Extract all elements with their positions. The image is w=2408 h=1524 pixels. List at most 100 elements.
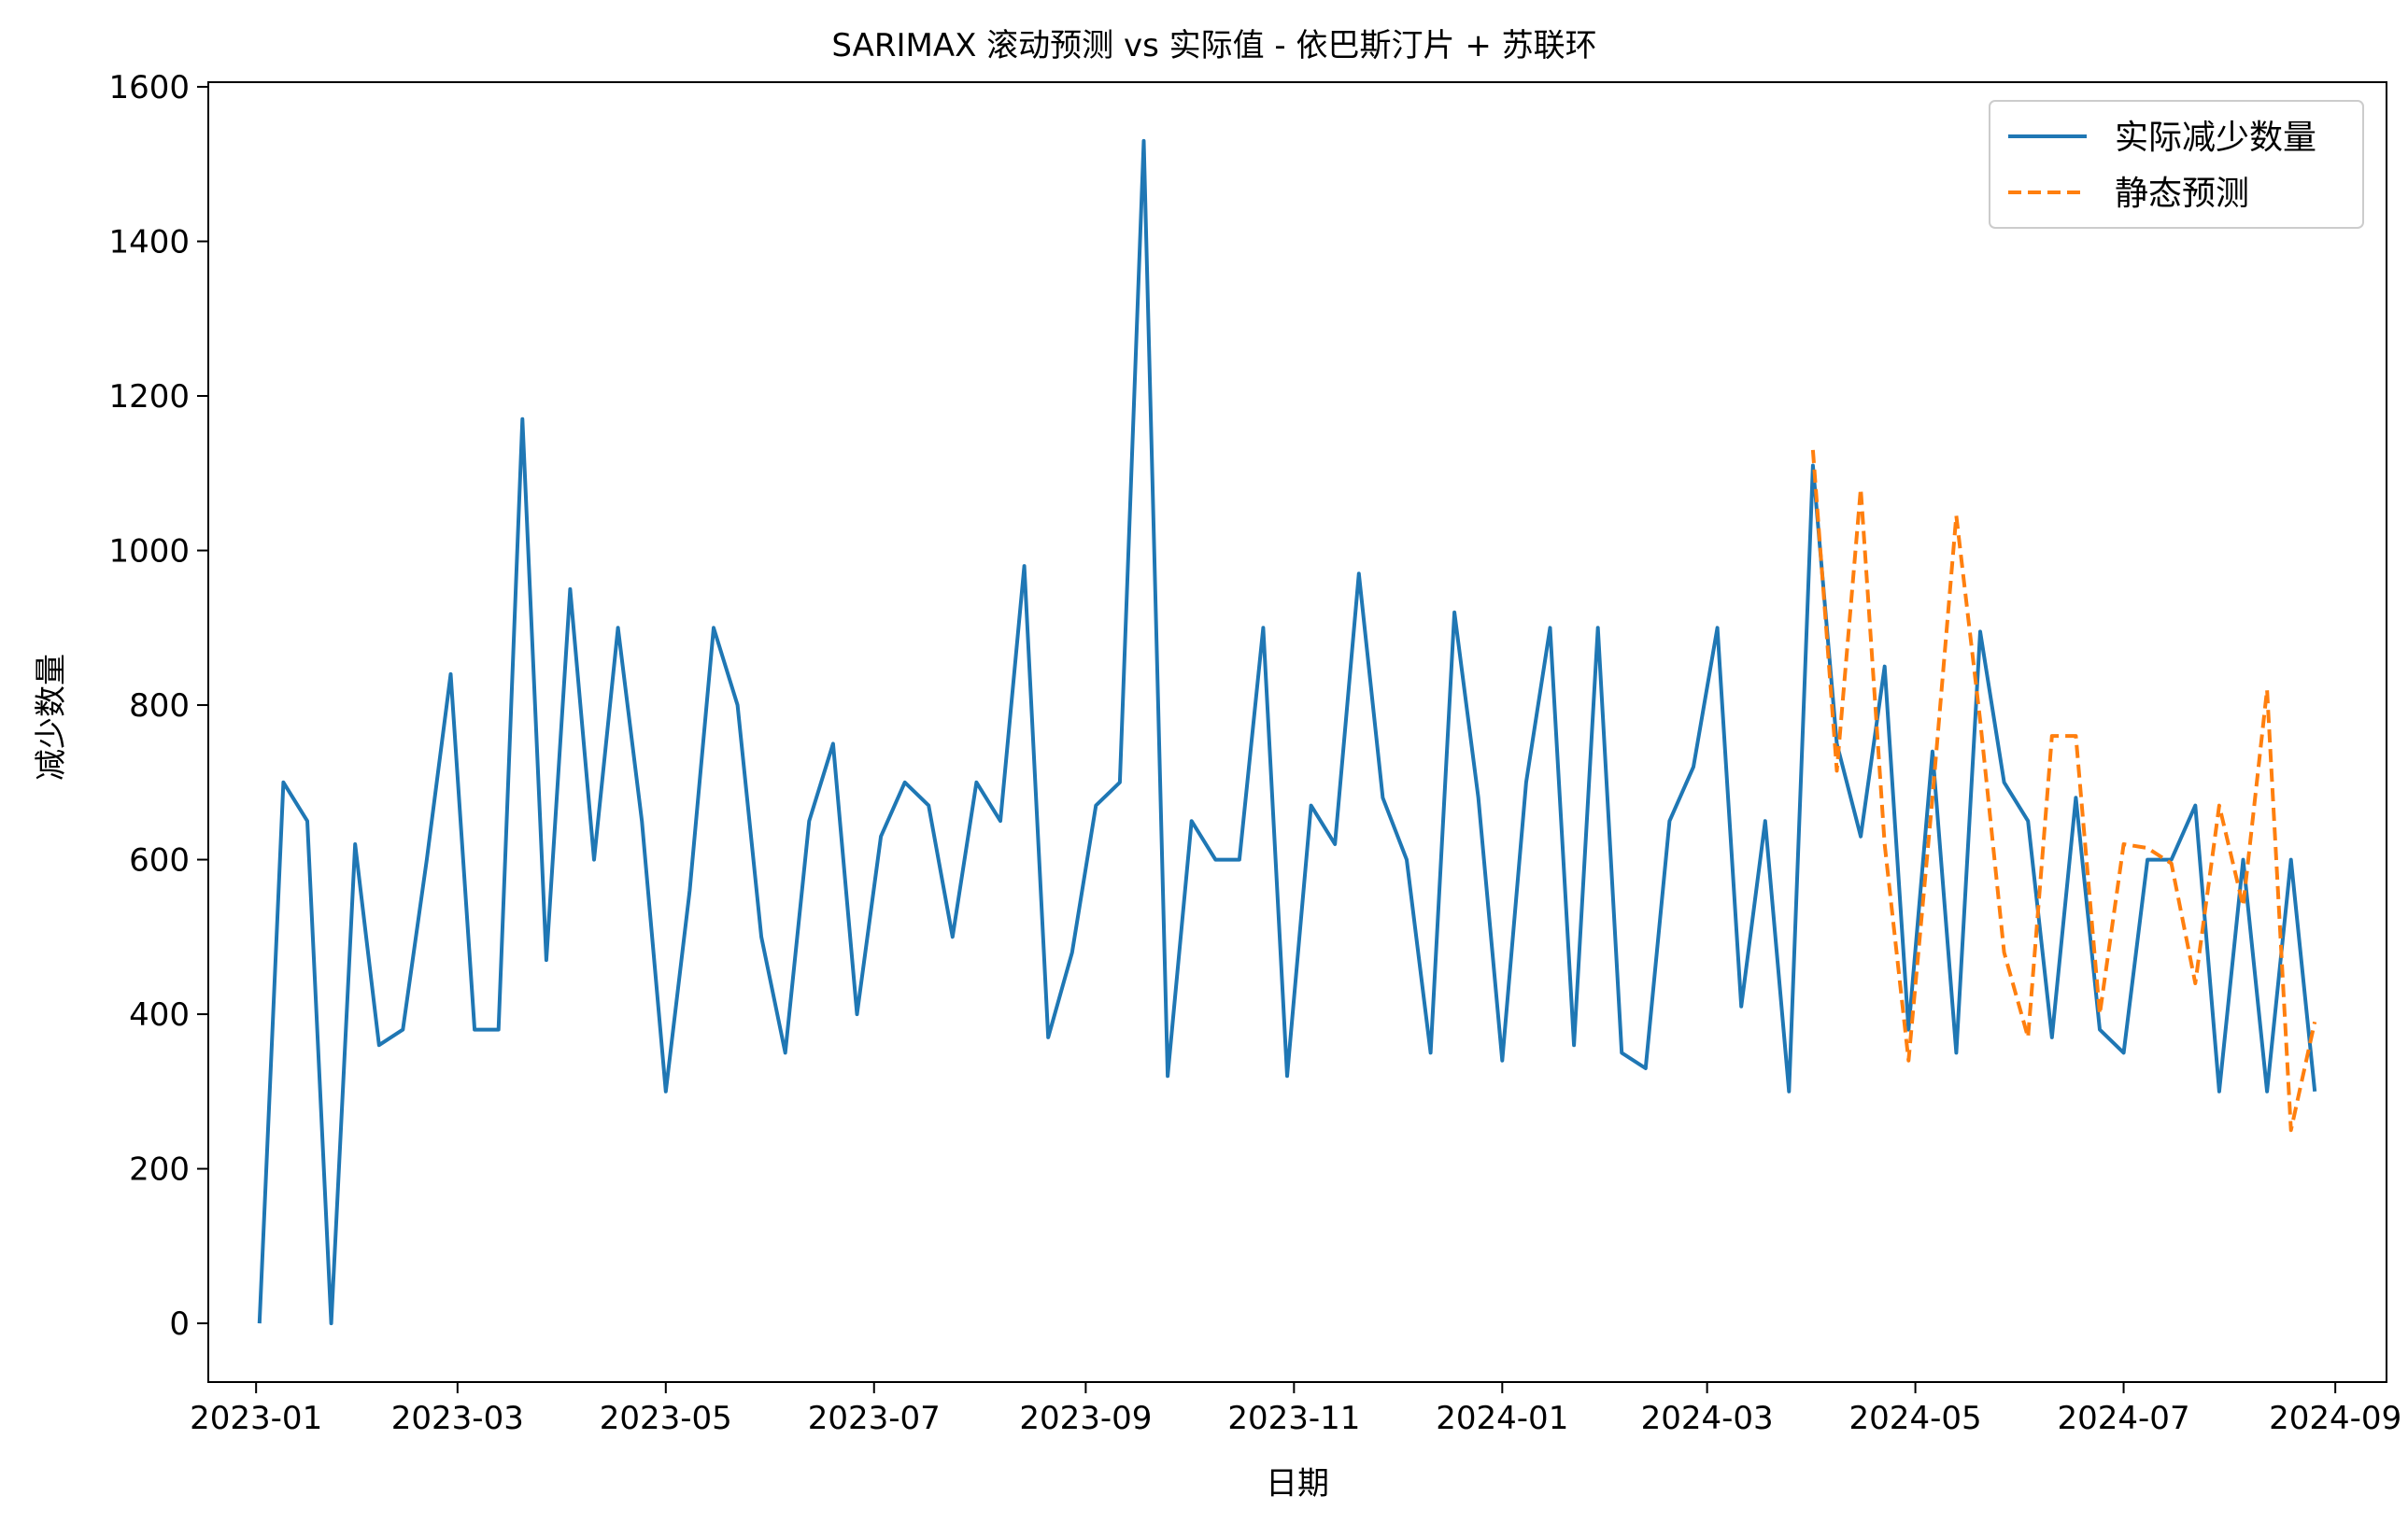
actual-point [1956,1052,1957,1053]
x-tick-label: 2023-03 [391,1400,524,1437]
actual-point [2267,1091,2268,1092]
actual-point [2028,821,2029,822]
actual-point [1502,1060,1503,1061]
y-tick-label: 0 [169,1305,190,1343]
forecast-point [1980,720,1981,721]
actual-point [1908,1029,1909,1030]
forecast-point [1812,449,1813,450]
y-tick-label: 800 [129,687,190,725]
y-tick-label: 1200 [108,378,190,416]
actual-point [1932,751,1933,752]
legend-box [1989,100,2364,229]
forecast-point [1836,770,1837,771]
forecast-point [2315,1022,2316,1023]
actual-point [1645,1068,1646,1069]
actual-point [665,1091,666,1092]
actual-point [283,782,284,783]
actual-point [2243,859,2244,860]
actual-point [378,1045,379,1046]
x-tick-label: 2024-09 [2269,1400,2401,1437]
forecast-point [1861,488,1862,489]
actual-point [2099,1029,2100,1030]
y-tick-label: 1000 [108,533,190,571]
actual-point [1406,859,1407,860]
actual-point [1741,1006,1742,1007]
actual-point [1287,1076,1288,1077]
actual-point [952,937,953,938]
actual-point [2147,859,2148,860]
actual-point [331,1323,332,1324]
x-axis: 2023-01 2023-03 2023-05 2023-07 2023-09 2023-… [190,1382,2401,1437]
actual-point [545,960,546,961]
actual-point [1478,797,1479,798]
series-layer [257,138,2317,1326]
forecast-point [2075,736,2076,737]
actual-point [1335,844,1336,845]
forecast-point [2147,848,2148,849]
actual-point [426,859,427,860]
x-tick-label: 2023-01 [190,1400,322,1437]
x-tick-label: 2023-07 [808,1400,941,1437]
x-tick-label: 2024-01 [1436,1400,1568,1437]
actual-point [689,890,690,891]
actual-point [2195,805,2196,806]
forecast-point [2267,689,2268,690]
forecast-point [1932,797,1933,798]
actual-point [1024,566,1025,567]
actual-point [1789,1091,1790,1092]
actual-point [1812,465,1813,466]
actual-point [881,836,882,837]
x-tick-label: 2023-11 [1227,1400,1360,1437]
actual-point [355,844,356,845]
actual-point [1980,631,1981,632]
actual-point [2315,1091,2316,1092]
x-tick-label: 2023-09 [1019,1400,1152,1437]
actual-point [2218,1091,2219,1092]
y-axis: 0 200 400 600 800 1000 1200 1400 1600 [108,69,208,1343]
actual-point [570,588,571,589]
forecast-point [2243,906,2244,907]
plot-frame [207,81,2387,1383]
actual-point [1764,821,1765,822]
actual-point [1191,821,1192,822]
series-line-actual [257,138,2317,1326]
actual-point [1884,666,1885,667]
actual-point [2290,859,2291,860]
forecast-point [2123,844,2124,845]
series-line-forecast [1810,449,2317,1133]
actual-point [1310,805,1311,806]
forecast-point [1956,515,1957,516]
y-tick-label: 200 [129,1151,190,1189]
forecast-point [2218,805,2219,806]
actual-point [1574,1045,1575,1046]
y-axis-title: 减少数量 [33,654,70,781]
actual-point [307,821,308,822]
x-axis-title: 日期 [1266,1465,1329,1503]
actual-point [1525,782,1526,783]
forecast-point [2171,863,2172,864]
actual-point [1454,612,1455,613]
actual-point [1430,1052,1431,1053]
actual-point [450,673,451,674]
forecast-point [2290,1130,2291,1131]
forecast-point [2195,982,2196,983]
y-tick-label: 1400 [108,223,190,261]
x-tick-label: 2024-07 [2058,1400,2190,1437]
actual-point [1358,573,1359,574]
forecast-point [2051,736,2052,737]
actual-point [1669,821,1670,822]
actual-point [1000,821,1001,822]
actual-point [832,743,833,744]
forecast-point [1908,1060,1909,1061]
actual-point [642,821,643,822]
actual-point [976,782,977,783]
actual-point [1861,836,1862,837]
actual-point [2123,1052,2124,1053]
actual-point [403,1029,404,1030]
actual-point [1382,797,1383,798]
forecast-point [1884,844,1885,845]
actual-point [761,937,762,938]
x-tick-label: 2024-03 [1641,1400,1774,1437]
